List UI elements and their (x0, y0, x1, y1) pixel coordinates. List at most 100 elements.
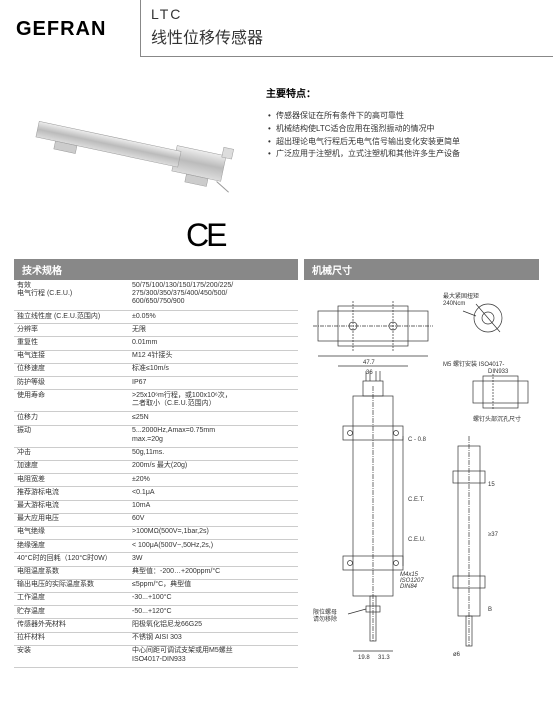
svg-text:26.6: 26.6 (308, 323, 309, 335)
spec-value: M12 4针接头 (129, 350, 298, 363)
svg-text:最大紧固扭矩: 最大紧固扭矩 (443, 292, 479, 300)
spec-value: 50g,11ms. (129, 447, 298, 460)
table-row: 位移速度标准≤10m/s (14, 363, 298, 376)
spec-value: 标准≤10m/s (129, 363, 298, 376)
table-row: 使用寿命>25x10⁶m行程，或100x10⁶次， 二者取小（C.E.U.范围内… (14, 390, 298, 412)
upper-section: CE 主要特点： 传感器保证在所有条件下的高可靠性 机械结构使LTC适合应用在强… (0, 57, 553, 255)
svg-text:请勿移除: 请勿移除 (313, 615, 337, 623)
product-code: LTC (151, 6, 543, 22)
spec-value: -50...+120°C (129, 606, 298, 619)
spec-label: 独立线性度 (C.E.U.范围内) (14, 311, 129, 324)
spec-value: < 100μA(500V~,50Hz,2s,) (129, 540, 298, 553)
table-row: 电气绝缘>100MΩ(500V=,1bar,2s) (14, 526, 298, 539)
table-row: 电气连接M12 4针接头 (14, 350, 298, 363)
svg-text:DIN84: DIN84 (400, 584, 418, 590)
spec-value: 典型值：-200…+200ppm/°C (129, 566, 298, 579)
table-row: 推荐游标电流<0.1μA (14, 487, 298, 500)
table-row: 冲击50g,11ms. (14, 447, 298, 460)
svg-text:31.3: 31.3 (378, 655, 390, 661)
svg-text:螺钉头部沉孔尺寸: 螺钉头部沉孔尺寸 (473, 415, 521, 423)
spec-label: 绝缘强度 (14, 540, 129, 553)
svg-text:DIN933: DIN933 (488, 369, 509, 375)
table-row: 电阻温度系数典型值：-200…+200ppm/°C (14, 566, 298, 579)
spec-value: 中心间距可调试支架或用M5螺丝 ISO4017-DIN933 (129, 645, 298, 667)
spec-label: 有效 电气行程 (C.E.U.) (14, 280, 129, 311)
spec-value: 无限 (129, 324, 298, 337)
spec-label: 推荐游标电流 (14, 487, 129, 500)
table-row: 独立线性度 (C.E.U.范围内)±0.05% (14, 311, 298, 324)
table-row: 有效 电气行程 (C.E.U.)50/75/100/130/150/175/20… (14, 280, 298, 311)
table-row: 分辨率无限 (14, 324, 298, 337)
spec-label: 最大游标电流 (14, 500, 129, 513)
product-image-area: CE (16, 67, 266, 249)
svg-text:47.7: 47.7 (363, 360, 375, 366)
svg-text:C.E.T.: C.E.T. (408, 497, 425, 503)
spec-value: 200m/s 最大(20g) (129, 460, 298, 473)
spec-value: IP67 (129, 377, 298, 390)
brand-logo: GEFRAN (16, 18, 140, 41)
spec-label: 输出电压的实际温度系数 (14, 579, 129, 592)
svg-text:限位螺母: 限位螺母 (313, 608, 337, 616)
spec-value: 阳极氧化铝尼龙66G25 (129, 619, 298, 632)
section-headers: 技术规格 机械尺寸 (0, 259, 553, 280)
feature-item: 传感器保证在所有条件下的高可靠性 (266, 110, 533, 123)
table-row: 传感器外壳材料阳极氧化铝尼龙66G25 (14, 619, 298, 632)
features-title: 主要特点： (266, 85, 533, 100)
logo-box: GEFRAN (0, 0, 140, 57)
svg-text:C.E.U.: C.E.U. (408, 537, 426, 543)
table-row: 重复性0.01mm (14, 337, 298, 350)
spec-value: 60V (129, 513, 298, 526)
spec-label: 传感器外壳材料 (14, 619, 129, 632)
spec-label: 分辨率 (14, 324, 129, 337)
table-row: 输出电压的实际温度系数≤5ppm/°C，典型值 (14, 579, 298, 592)
spec-label: 最大应用电压 (14, 513, 129, 526)
spec-value: 3W (129, 553, 298, 566)
svg-text:ø6: ø6 (453, 652, 461, 658)
svg-text:≥37: ≥37 (488, 532, 499, 538)
spec-value: 不锈钢 AISI 303 (129, 632, 298, 645)
svg-text:15: 15 (488, 482, 495, 488)
mechanical-diagram: 47.7 36 26.6 最大紧固扭矩 240Ncm M5 螺钉安装 ISO40… (308, 286, 538, 666)
feature-item: 超出理论电气行程后无电气信号输出变化安装更简单 (266, 136, 533, 149)
spec-value: 10mA (129, 500, 298, 513)
spec-value: >25x10⁶m行程，或100x10⁶次， 二者取小（C.E.U.范围内） (129, 390, 298, 412)
spec-label: 贮存温度 (14, 606, 129, 619)
spec-value: ±0.05% (129, 311, 298, 324)
table-row: 防护等级IP67 (14, 377, 298, 390)
feature-item: 机械结构使LTC适合应用在强烈振动的情况中 (266, 123, 533, 136)
spec-value: 5...2000Hz,Amax=0.75mm max.=20g (129, 425, 298, 447)
table-row: 最大应用电压60V (14, 513, 298, 526)
svg-text:19.8: 19.8 (358, 655, 370, 661)
spec-value: 50/75/100/130/150/175/200/225/ 275/300/3… (129, 280, 298, 311)
spec-value: <0.1μA (129, 487, 298, 500)
spec-label: 使用寿命 (14, 390, 129, 412)
spec-label: 防护等级 (14, 377, 129, 390)
svg-text:C - 0.8: C - 0.8 (408, 437, 427, 443)
spec-value: ±20% (129, 474, 298, 487)
lower-section: 有效 电气行程 (C.E.U.)50/75/100/130/150/175/20… (0, 280, 553, 668)
spec-label: 40°C时的回耗（120°C时0W） (14, 553, 129, 566)
table-row: 绝缘强度< 100μA(500V~,50Hz,2s,) (14, 540, 298, 553)
spec-label: 工作温度 (14, 592, 129, 605)
features-list: 传感器保证在所有条件下的高可靠性 机械结构使LTC适合应用在强烈振动的情况中 超… (266, 110, 533, 161)
spec-label: 加速度 (14, 460, 129, 473)
spec-label: 拉杆材料 (14, 632, 129, 645)
table-row: 加速度200m/s 最大(20g) (14, 460, 298, 473)
table-row: 最大游标电流10mA (14, 500, 298, 513)
spec-value: ≤25N (129, 412, 298, 425)
svg-text:240Ncm: 240Ncm (443, 301, 465, 307)
spec-label: 电阻温度系数 (14, 566, 129, 579)
product-name: 线性位移传感器 (151, 24, 543, 48)
table-row: 拉杆材料不锈钢 AISI 303 (14, 632, 298, 645)
spec-value: >100MΩ(500V=,1bar,2s) (129, 526, 298, 539)
feature-item: 广泛应用于注塑机，立式注塑机和其他许多生产设备 (266, 148, 533, 161)
spec-header: 技术规格 (14, 259, 298, 280)
spec-label: 电阻宽差 (14, 474, 129, 487)
table-row: 振动5...2000Hz,Amax=0.75mm max.=20g (14, 425, 298, 447)
spec-label: 电气连接 (14, 350, 129, 363)
spec-label: 安装 (14, 645, 129, 667)
table-row: 电阻宽差±20% (14, 474, 298, 487)
table-row: 位移力≤25N (14, 412, 298, 425)
title-box: LTC 线性位移传感器 (140, 0, 553, 57)
svg-text:M5 螺钉安装 ISO4017-: M5 螺钉安装 ISO4017- (443, 360, 504, 368)
